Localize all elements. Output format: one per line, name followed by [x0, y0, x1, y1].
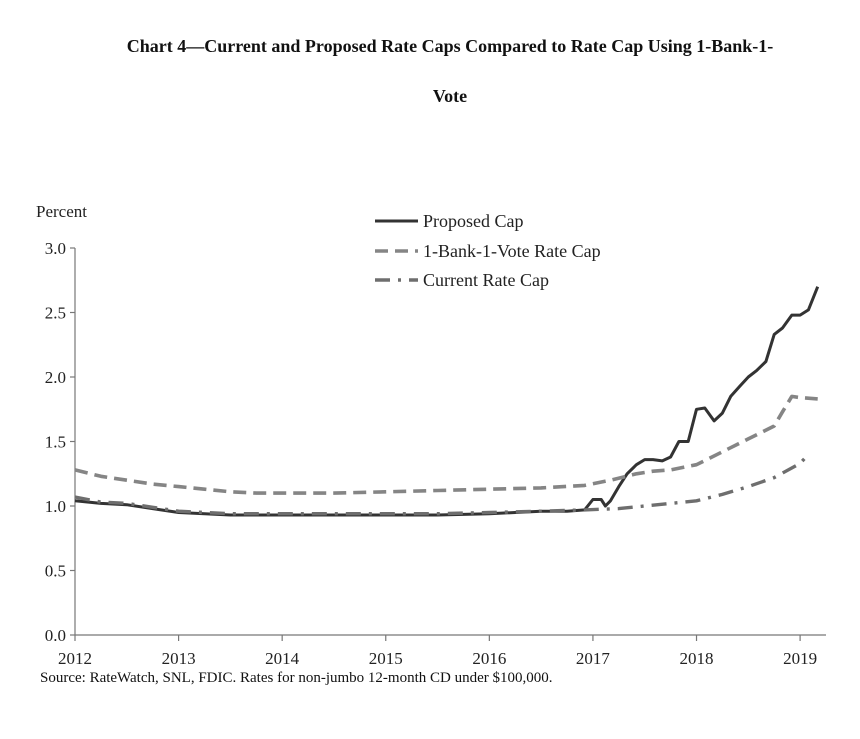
- x-tick-label: 2013: [162, 649, 196, 668]
- series-line-current-rate-cap: [74, 453, 810, 516]
- y-tick-label: 2.5: [45, 304, 66, 323]
- x-tick-label: 2017: [576, 649, 611, 668]
- x-tick-label: 2018: [680, 649, 714, 668]
- x-tick-label: 2014: [265, 649, 300, 668]
- x-tick-label: 2019: [783, 649, 817, 668]
- y-axis-label: Percent: [36, 202, 87, 221]
- series-line-proposed-cap: [74, 286, 820, 517]
- chart-series: [74, 286, 820, 517]
- x-tick-label: 2015: [369, 649, 403, 668]
- y-tick-label: 0.5: [45, 562, 66, 581]
- y-tick-label: 2.0: [45, 368, 66, 387]
- chart-legend: Proposed Cap 1-Bank-1-Vote Rate Cap Curren…: [375, 211, 601, 290]
- x-tick-label: 2012: [58, 649, 92, 668]
- x-tick-label: 2016: [472, 649, 506, 668]
- chart-title: Chart 4—Current and Proposed Rate Caps C…: [126, 36, 774, 56]
- legend-label-proposed-cap: Proposed Cap: [423, 211, 524, 231]
- chart-axes: 0.0 0.5 1.0 1.5 2.0 2.5 3.0 2012 2013 2014 2015 201…: [45, 239, 826, 668]
- chart-title-continued: Vote: [432, 86, 468, 106]
- legend-label-current-rate-cap: Current Rate Cap: [423, 270, 549, 290]
- y-tick-label: 1.0: [45, 497, 66, 516]
- series-line-1-bank-1-vote-rate-cap: [74, 394, 818, 495]
- y-tick-label: 1.5: [45, 433, 66, 452]
- y-tick-label: 3.0: [45, 239, 66, 258]
- legend-label-1-bank-1-vote-rate-cap: 1-Bank-1-Vote Rate Cap: [423, 241, 601, 261]
- source-note: Source: RateWatch, SNL, FDIC. Rates for …: [40, 670, 553, 686]
- y-tick-label: 0.0: [45, 626, 66, 645]
